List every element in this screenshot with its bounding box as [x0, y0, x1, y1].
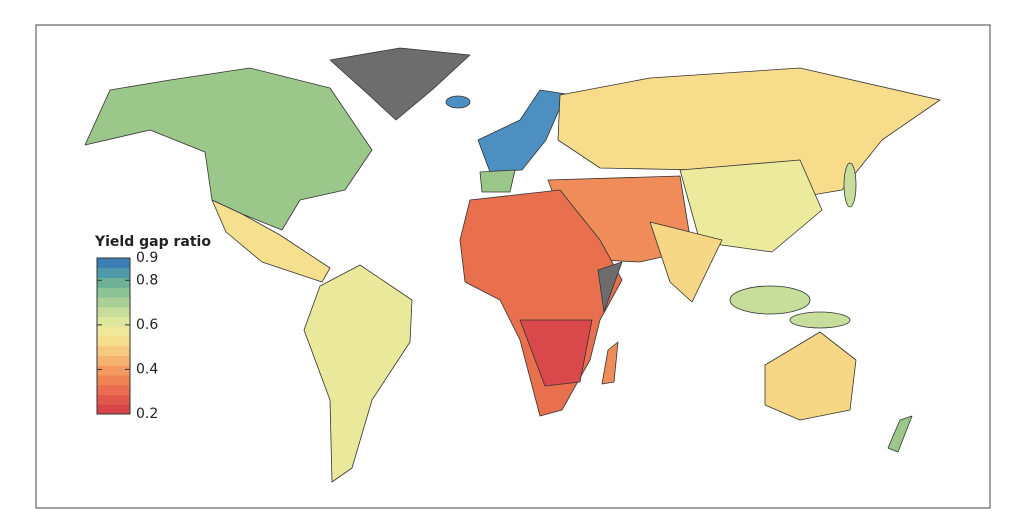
legend-title: Yield gap ratio: [94, 234, 211, 250]
colorbar-band: [97, 267, 130, 278]
greenland: [329, 47, 471, 121]
tick-label: 0.2: [136, 406, 158, 422]
colorbar-band: [97, 355, 130, 366]
north-america: [84, 67, 373, 231]
tick-label: 0.6: [136, 317, 158, 333]
madagascar: [601, 341, 619, 385]
colorbar-border: [96, 257, 131, 415]
colorbar-band: [97, 345, 130, 356]
tick-label: 0.9: [136, 250, 158, 266]
southeast-asia: [729, 285, 811, 315]
colorbar-band: [97, 375, 130, 386]
iberia: [479, 169, 516, 193]
world-map: [84, 47, 941, 483]
new-zealand: [887, 415, 913, 453]
china: [679, 159, 823, 253]
colorbar-band: [97, 287, 130, 298]
tick-label: 0.8: [136, 272, 158, 288]
india: [649, 221, 723, 303]
japan: [843, 162, 857, 208]
colorbar-band: [97, 336, 130, 347]
colorbar-band: [97, 277, 130, 288]
colorbar-band: [97, 404, 130, 415]
colorbar-band: [97, 316, 130, 327]
central-america: [211, 199, 331, 283]
colorbar-band: [97, 306, 130, 317]
australia: [764, 331, 857, 421]
russia: [557, 67, 941, 201]
colorbar-band: [97, 394, 130, 405]
horn-of-africa: [597, 261, 623, 313]
indonesia: [789, 311, 851, 329]
colorbar-band: [97, 326, 130, 337]
iceland: [445, 95, 471, 109]
colorbar-band: [97, 365, 130, 376]
colorbar-band: [97, 258, 130, 269]
tick-label: 0.4: [136, 361, 158, 377]
south-america: [303, 264, 413, 483]
colorbar-band: [97, 384, 130, 395]
colorbar-band: [97, 297, 130, 308]
southern-africa: [519, 319, 593, 387]
